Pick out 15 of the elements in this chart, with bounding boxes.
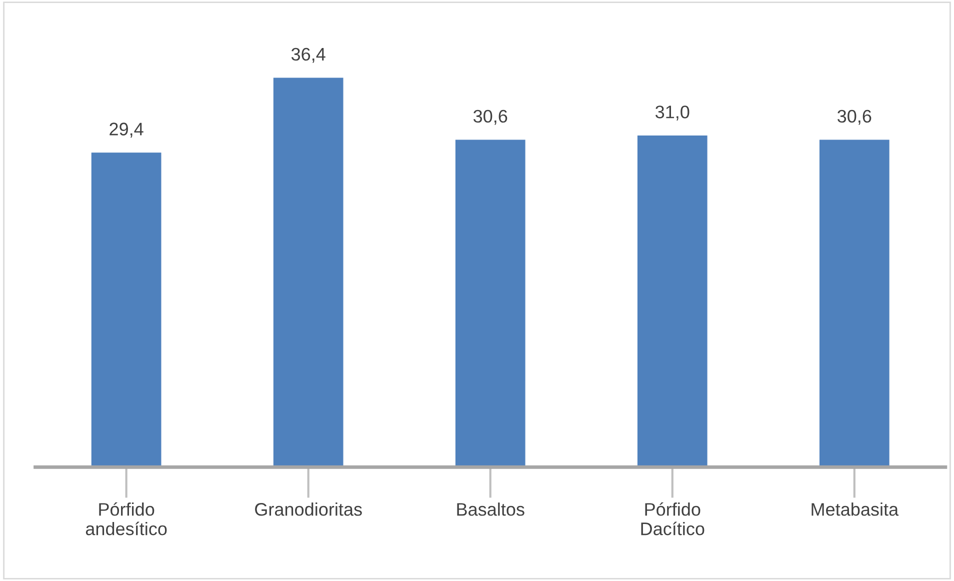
data-label: 30,6: [473, 110, 508, 125]
bar: [819, 140, 890, 468]
x-tick-label: Metabasita: [812, 502, 899, 516]
bar: [273, 78, 344, 468]
bar: [637, 135, 708, 468]
data-label: 31,0: [656, 106, 690, 120]
bar: [91, 152, 162, 468]
bar: [455, 140, 526, 468]
data-label: 30,6: [838, 110, 872, 125]
data-label: 36,4: [291, 48, 326, 63]
x-tick-label: Pórfido Dacítico: [641, 502, 704, 536]
data-label: 29,4: [110, 122, 144, 138]
x-tick-label: Pórfido andesítico: [86, 502, 167, 536]
x-tick-label: Basaltos: [457, 502, 524, 516]
x-tick-label: Granodioritas: [255, 502, 362, 516]
